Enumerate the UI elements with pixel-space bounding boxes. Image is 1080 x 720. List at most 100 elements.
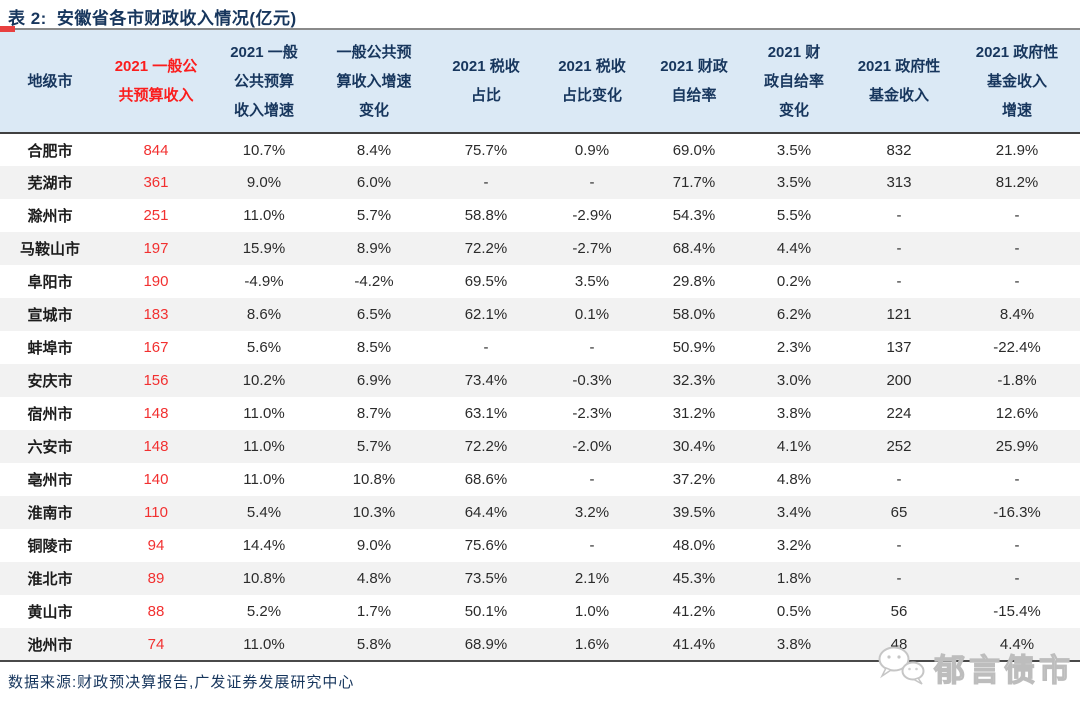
- value-cell: 94: [147, 537, 165, 554]
- value-cell: 167: [143, 339, 169, 356]
- city-cell: 安庆市: [27, 373, 73, 390]
- value-cell: -: [1014, 207, 1020, 224]
- value-cell: 75.7%: [464, 141, 508, 159]
- value-cell: -: [1014, 240, 1020, 257]
- value-cell: 9.0%: [246, 174, 282, 191]
- value-cell: 10.8%: [242, 570, 286, 587]
- value-cell: 58.0%: [672, 306, 716, 323]
- value-cell: 12.6%: [995, 405, 1039, 422]
- value-cell: 361: [143, 174, 169, 191]
- value-cell: 25.9%: [995, 438, 1039, 455]
- title-underline-accent: [0, 26, 15, 32]
- column-header: 2021 一般 公共预算 收入增速: [211, 30, 316, 134]
- value-cell: 121: [886, 306, 912, 323]
- value-cell: -: [896, 273, 902, 290]
- table-row: 亳州市 140 11.0% 10.8% 68.6% - 37.2% 4.8% - -: [0, 463, 1080, 496]
- city-cell: 宣城市: [27, 307, 73, 324]
- value-cell: 3.5%: [776, 141, 812, 159]
- value-cell: 69.0%: [672, 141, 716, 159]
- value-cell: 3.8%: [743, 628, 844, 662]
- value-cell: 11.0%: [211, 628, 316, 662]
- value-cell: 41.4%: [643, 628, 744, 662]
- table-row: 黄山市 88 5.2% 1.7% 50.1% 1.0% 41.2% 0.5% 56 -15.4%: [0, 595, 1080, 628]
- column-header: 2021 财政 自给率: [643, 30, 744, 134]
- value-cell: -: [896, 471, 902, 488]
- value-cell: -: [896, 537, 902, 554]
- value-cell: 3.2%: [776, 537, 812, 554]
- value-cell: 58.8%: [464, 207, 508, 224]
- column-header: 2021 政府性 基金收入 增速: [954, 30, 1080, 134]
- table-body: 合肥市 844 10.7% 8.4% 75.7% 0.9% 69.0% 3.5% 832 21.9…: [0, 133, 1080, 662]
- value-cell: 69.5%: [464, 273, 508, 290]
- table-row: 淮北市 89 10.8% 4.8% 73.5% 2.1% 45.3% 1.8% - -: [0, 562, 1080, 595]
- value-cell: 56: [890, 603, 908, 620]
- fiscal-revenue-table: 地级市 2021 一般公 共预算收入 2021 一般 公共预算 收入增速 一般公共预 …: [0, 30, 1080, 662]
- value-cell: -22.4%: [993, 339, 1041, 356]
- value-cell: 10.2%: [242, 372, 286, 389]
- value-cell: 2.3%: [776, 339, 812, 356]
- value-cell: -: [1014, 570, 1020, 587]
- value-cell: 11.0%: [243, 471, 285, 488]
- table-row: 芜湖市 361 9.0% 6.0% - - 71.7% 3.5% 313 81.2%: [0, 166, 1080, 199]
- value-cell: -: [1014, 537, 1020, 554]
- value-cell: 29.8%: [672, 273, 716, 290]
- value-cell: -: [589, 471, 595, 488]
- value-cell: 251: [143, 207, 169, 224]
- city-cell: 淮南市: [27, 505, 73, 522]
- value-cell: 72.2%: [464, 438, 508, 455]
- value-cell: -: [483, 174, 489, 191]
- value-cell: -4.9%: [244, 273, 284, 290]
- value-cell: -16.3%: [993, 504, 1041, 521]
- value-cell: 6.9%: [356, 372, 392, 389]
- value-cell: -2.0%: [572, 438, 612, 455]
- value-cell: 190: [143, 273, 169, 290]
- value-cell: 137: [886, 339, 912, 356]
- value-cell: 5.7%: [356, 438, 392, 455]
- city-cell: 芜湖市: [27, 175, 73, 192]
- column-header: 地级市: [0, 30, 100, 134]
- city-cell: 合肥市: [27, 142, 73, 160]
- value-cell: 156: [143, 372, 169, 389]
- value-cell: -: [589, 537, 595, 554]
- value-cell: 200: [886, 372, 912, 389]
- value-cell: 41.2%: [672, 603, 716, 620]
- column-header: 2021 政府性 基金收入: [843, 30, 955, 134]
- value-cell: 0.5%: [776, 603, 812, 620]
- value-cell: 5.7%: [356, 207, 392, 224]
- column-header: 2021 税收 占比变化: [539, 30, 644, 134]
- value-cell: -: [896, 240, 902, 257]
- value-cell: 21.9%: [995, 141, 1039, 159]
- value-cell: 197: [143, 240, 169, 257]
- value-cell: -: [1014, 273, 1020, 290]
- value-cell: 8.4%: [999, 306, 1035, 323]
- value-cell: 63.1%: [464, 405, 508, 422]
- value-cell: 4.4%: [954, 628, 1080, 662]
- value-cell: 1.7%: [356, 603, 392, 620]
- value-cell: -: [1014, 471, 1020, 488]
- value-cell: 140: [143, 471, 169, 488]
- value-cell: 62.1%: [464, 306, 508, 323]
- value-cell: 71.7%: [672, 174, 716, 191]
- value-cell: 39.5%: [672, 504, 716, 521]
- city-cell: 六安市: [27, 439, 73, 456]
- value-cell: 183: [143, 306, 169, 323]
- value-cell: 3.2%: [574, 504, 610, 521]
- value-cell: -1.8%: [997, 372, 1037, 389]
- value-cell: 48.0%: [672, 537, 716, 554]
- watermark-text: 郁言债市: [933, 652, 1074, 689]
- value-cell: 37.2%: [672, 471, 716, 488]
- value-cell: 81.2%: [995, 174, 1039, 191]
- value-cell: 5.2%: [246, 603, 282, 620]
- value-cell: 4.8%: [356, 570, 392, 587]
- value-cell: 6.5%: [356, 306, 392, 323]
- value-cell: -: [589, 339, 595, 356]
- value-cell: 3.5%: [574, 273, 610, 290]
- city-cell: 滁州市: [27, 208, 73, 225]
- value-cell: -0.3%: [572, 372, 612, 389]
- value-cell: -2.7%: [572, 240, 612, 257]
- data-source: 数据来源:财政预决算报告,广发证券发展研究中心: [8, 674, 355, 691]
- value-cell: 6.0%: [356, 174, 392, 191]
- value-cell: 14.4%: [242, 537, 286, 554]
- value-cell: 68.9%: [431, 628, 540, 662]
- value-cell: 110: [144, 504, 168, 521]
